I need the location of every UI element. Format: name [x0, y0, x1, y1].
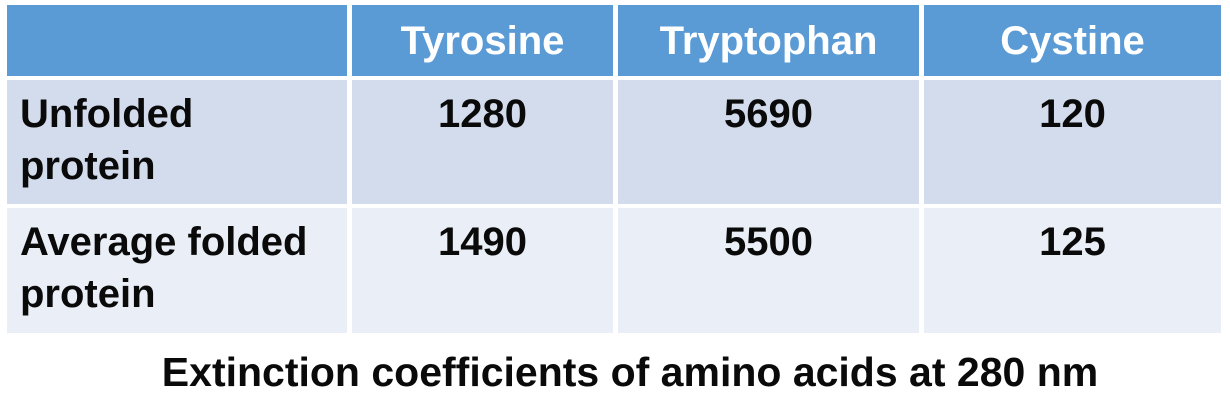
header-cell-tryptophan: Tryptophan	[618, 5, 919, 76]
row-label-average-folded-protein: Average folded protein	[7, 208, 347, 333]
row-label-unfolded-protein: Unfolded protein	[7, 80, 347, 204]
value-unfolded-cystine: 120	[924, 80, 1221, 204]
value-folded-tyrosine: 1490	[352, 208, 613, 333]
value-folded-tryptophan: 5500	[618, 208, 919, 333]
value-unfolded-tryptophan: 5690	[618, 80, 919, 204]
extinction-coefficients-table: Tyrosine Tryptophan Cystine Unfolded pro…	[7, 5, 1221, 333]
header-cell-cystine: Cystine	[924, 5, 1221, 76]
header-cell-tyrosine: Tyrosine	[352, 5, 613, 76]
table-caption: Extinction coefficients of amino acids a…	[161, 349, 1099, 395]
header-cell-empty	[7, 5, 347, 76]
value-folded-cystine: 125	[924, 208, 1221, 333]
value-unfolded-tyrosine: 1280	[352, 80, 613, 204]
